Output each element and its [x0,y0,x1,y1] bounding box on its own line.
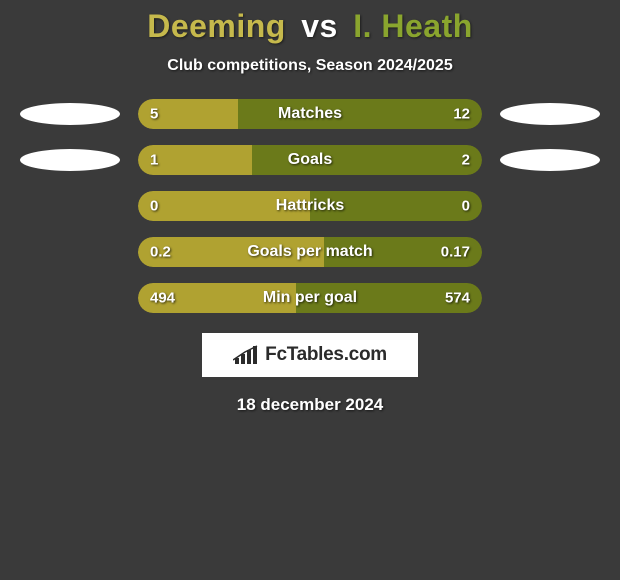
stat-row: 1 2 Goals [0,145,620,175]
stats-list: 512Matches12Goals00Hattricks0.20.17Goals… [0,99,620,313]
comparison-title: Deeming vs I. Heath [0,8,620,45]
logo-text: FcTables.com [265,344,387,366]
stat-value-left: 0 [150,198,158,215]
stat-label: Matches [278,105,342,123]
subtitle: Club competitions, Season 2024/2025 [0,57,620,75]
bar-fill-right [252,145,482,175]
stat-value-left: 0.2 [150,244,171,261]
stat-label: Min per goal [263,289,357,307]
stat-value-right: 0 [462,198,470,215]
stat-value-left: 1 [150,152,158,169]
player1-name: Deeming [147,8,286,44]
stat-bar: 0.2 0.17 Goals per match [138,237,482,267]
stat-value-right: 574 [445,290,470,307]
fctables-logo: FcTables.com [202,333,418,377]
player2-badge [500,149,600,171]
stat-label: Hattricks [276,197,344,215]
stat-value-right: 0.17 [441,244,470,261]
chart-icon [233,344,259,366]
stat-bar: 1 2 Goals [138,145,482,175]
stat-bar: 5 12 Matches [138,99,482,129]
stat-label: Goals [288,151,332,169]
player2-name: I. Heath [353,8,473,44]
player2-badge [500,103,600,125]
stat-label: Goals per match [247,243,372,261]
stat-row: 5 12 Matches [0,99,620,129]
stat-row: 0.2 0.17 Goals per match [0,237,620,267]
stat-bar: 494 574 Min per goal [138,283,482,313]
stat-row: 0 0 Hattricks [0,191,620,221]
stat-row: 494 574 Min per goal [0,283,620,313]
stat-value-right: 2 [462,152,470,169]
stat-value-left: 494 [150,290,175,307]
title-vs: vs [301,8,338,44]
date-label: 18 december 2024 [0,395,620,415]
stat-value-right: 12 [453,106,470,123]
player1-badge [20,149,120,171]
bar-fill-right [238,99,482,129]
player1-badge [20,103,120,125]
stat-bar: 0 0 Hattricks [138,191,482,221]
stat-value-left: 5 [150,106,158,123]
